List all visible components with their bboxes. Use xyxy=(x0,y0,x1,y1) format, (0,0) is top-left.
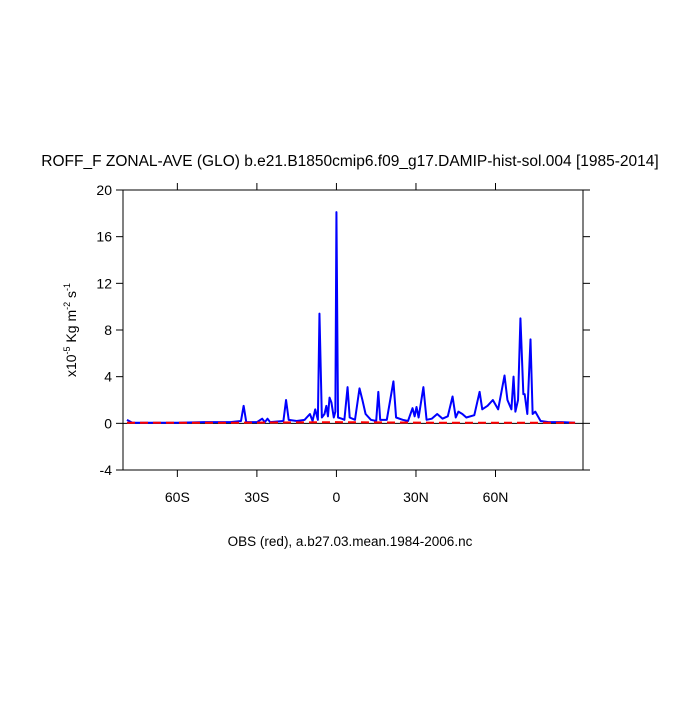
data-line xyxy=(126,211,576,424)
y-axis-label: x10-5 Kg m-2 s-1 xyxy=(62,283,79,377)
y-tick-label: 8 xyxy=(104,322,112,338)
label-sup: -1 xyxy=(62,283,72,291)
y-tick-label: 12 xyxy=(96,275,112,291)
y-tick-label: -4 xyxy=(100,462,113,478)
label-sup: -2 xyxy=(62,302,72,310)
label-part: x10 xyxy=(63,354,79,377)
y-tick-label: 20 xyxy=(96,182,112,198)
x-tick-label: 30S xyxy=(244,489,269,505)
data-line xyxy=(126,421,576,424)
label-part: s xyxy=(63,291,79,302)
x-tick-label: 0 xyxy=(333,489,341,505)
label-sup: -5 xyxy=(62,346,72,354)
footer: OBS (red), a.b27.03.mean.1984-2006.nc xyxy=(228,534,473,549)
y-tick-label: 0 xyxy=(104,415,112,431)
x-tick-label: 30N xyxy=(403,489,429,505)
x-tick-label: 60N xyxy=(483,489,509,505)
y-tick-label: 16 xyxy=(96,229,112,245)
x-tick-label: 60S xyxy=(165,489,190,505)
chart-title: ROFF_F ZONAL-AVE (GLO) b.e21.B1850cmip6.… xyxy=(41,153,658,170)
y-tick-label: 4 xyxy=(104,369,112,385)
label-part: Kg m xyxy=(63,310,79,347)
plot-frame xyxy=(122,189,584,471)
